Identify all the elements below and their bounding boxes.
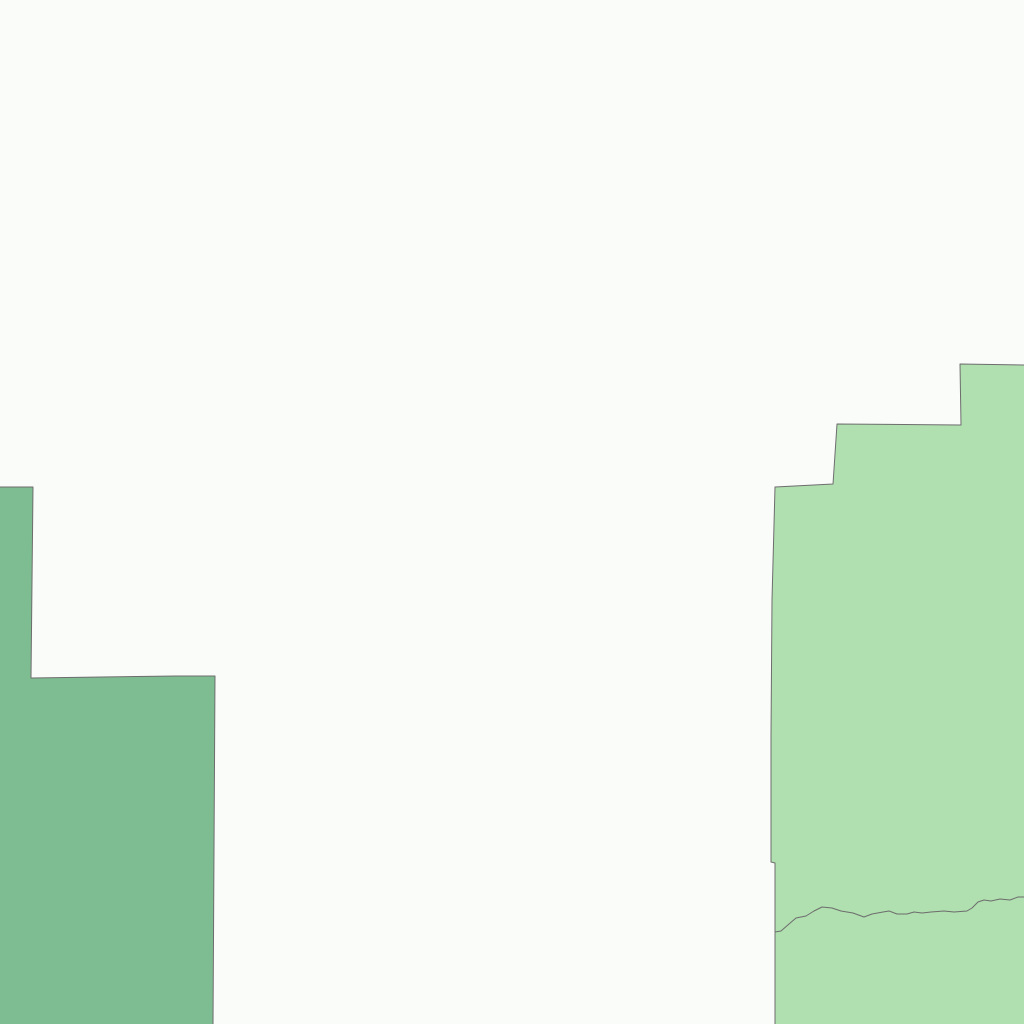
east-region[interactable]	[770, 363, 1024, 1024]
west-region[interactable]	[0, 486, 216, 1024]
east-region-internal-boundary	[774, 896, 1024, 933]
